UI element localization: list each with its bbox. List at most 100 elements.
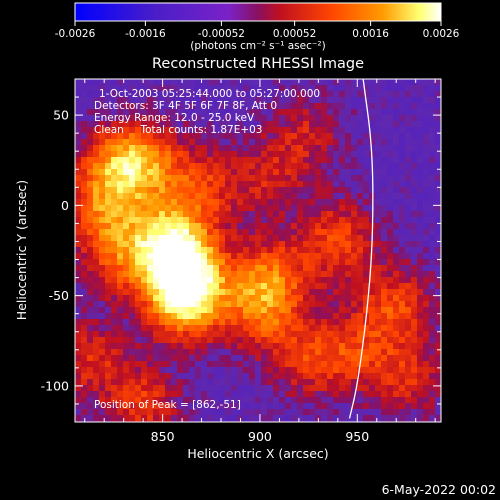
heatmap-cell	[159, 97, 166, 104]
heatmap-cell	[267, 127, 274, 134]
heatmap-cell	[183, 187, 190, 194]
heatmap-cell	[309, 307, 316, 314]
heatmap-cell	[225, 121, 232, 128]
heatmap-cell	[351, 181, 358, 188]
heatmap-cell	[81, 277, 88, 284]
heatmap-cell	[177, 397, 184, 404]
heatmap-cell	[375, 277, 382, 284]
heatmap-cell	[105, 349, 112, 356]
heatmap-cell	[369, 271, 376, 278]
heatmap-cell	[297, 283, 304, 290]
heatmap-cell	[165, 409, 172, 416]
heatmap-cell	[261, 403, 268, 410]
heatmap-cell	[81, 85, 88, 92]
heatmap-cell	[135, 139, 142, 146]
heatmap-cell	[147, 241, 154, 248]
heatmap-cell	[177, 187, 184, 194]
heatmap-cell	[279, 181, 286, 188]
heatmap-cell	[219, 379, 226, 386]
heatmap-cell	[411, 97, 418, 104]
heatmap-cell	[75, 379, 82, 386]
heatmap-cell	[225, 355, 232, 362]
heatmap-cell	[243, 133, 250, 140]
heatmap-cell	[111, 415, 118, 422]
heatmap-cell	[117, 211, 124, 218]
heatmap-cell	[207, 121, 214, 128]
heatmap-cell	[165, 199, 172, 206]
heatmap-cell	[291, 187, 298, 194]
heatmap-cell	[243, 115, 250, 122]
heatmap-cell	[243, 235, 250, 242]
heatmap-cell	[153, 373, 160, 380]
heatmap-cell	[315, 175, 322, 182]
heatmap-cell	[219, 85, 226, 92]
heatmap-cell	[141, 307, 148, 314]
heatmap-cell	[81, 127, 88, 134]
heatmap-cell	[309, 85, 316, 92]
heatmap-cell	[201, 319, 208, 326]
heatmap-cell	[81, 187, 88, 194]
heatmap-cell	[147, 229, 154, 236]
heatmap-cell	[129, 265, 136, 272]
heatmap-cell	[279, 271, 286, 278]
heatmap-cell	[201, 223, 208, 230]
heatmap-cell	[279, 127, 286, 134]
heatmap-cell	[375, 139, 382, 146]
annotation-detectors: Detectors: 3F 4F 5F 6F 7F 8F, Att 0	[94, 100, 277, 112]
heatmap-cell	[411, 127, 418, 134]
heatmap-cell	[339, 91, 346, 98]
heatmap-cell	[423, 109, 430, 116]
heatmap-cell	[81, 133, 88, 140]
heatmap-cell	[177, 385, 184, 392]
heatmap-cell	[345, 289, 352, 296]
heatmap-cell	[141, 79, 148, 86]
heatmap-cell	[267, 409, 274, 416]
heatmap-cell	[327, 307, 334, 314]
heatmap-cell	[423, 151, 430, 158]
heatmap-cell	[219, 115, 226, 122]
heatmap-cell	[111, 331, 118, 338]
heatmap-cell	[363, 367, 370, 374]
heatmap-cell	[405, 79, 412, 86]
heatmap-cell	[423, 361, 430, 368]
heatmap-cell	[111, 379, 118, 386]
heatmap-cell	[243, 385, 250, 392]
heatmap-cell	[393, 169, 400, 176]
heatmap-cell	[87, 127, 94, 134]
heatmap-cell	[345, 331, 352, 338]
chart-title: Reconstructed RHESSI Image	[152, 56, 364, 72]
heatmap-cell	[369, 289, 376, 296]
heatmap-cell	[189, 217, 196, 224]
heatmap-cell	[171, 103, 178, 110]
heatmap-cell	[243, 295, 250, 302]
heatmap-cell	[93, 307, 100, 314]
heatmap-cell	[135, 415, 142, 422]
heatmap-cell	[279, 169, 286, 176]
heatmap-cell	[111, 367, 118, 374]
heatmap-cell	[405, 121, 412, 128]
heatmap-cell	[153, 217, 160, 224]
heatmap-cell	[153, 331, 160, 338]
heatmap-cell	[375, 121, 382, 128]
heatmap-cell	[333, 361, 340, 368]
heatmap-cell	[273, 217, 280, 224]
heatmap-cell	[327, 205, 334, 212]
heatmap-cell	[417, 349, 424, 356]
heatmap-cell	[141, 217, 148, 224]
heatmap-cell	[333, 397, 340, 404]
heatmap-cell	[327, 325, 334, 332]
heatmap-cell	[195, 331, 202, 338]
heatmap-cell	[273, 187, 280, 194]
heatmap-cell	[237, 211, 244, 218]
heatmap-cell	[147, 181, 154, 188]
heatmap-cell	[81, 253, 88, 260]
heatmap-cell	[87, 235, 94, 242]
heatmap-cell	[309, 373, 316, 380]
heatmap-cell	[153, 379, 160, 386]
heatmap-cell	[309, 241, 316, 248]
heatmap-cell	[429, 97, 436, 104]
heatmap-cell	[165, 187, 172, 194]
heatmap-cell	[381, 283, 388, 290]
heatmap-cell	[399, 349, 406, 356]
heatmap-cell	[255, 295, 262, 302]
